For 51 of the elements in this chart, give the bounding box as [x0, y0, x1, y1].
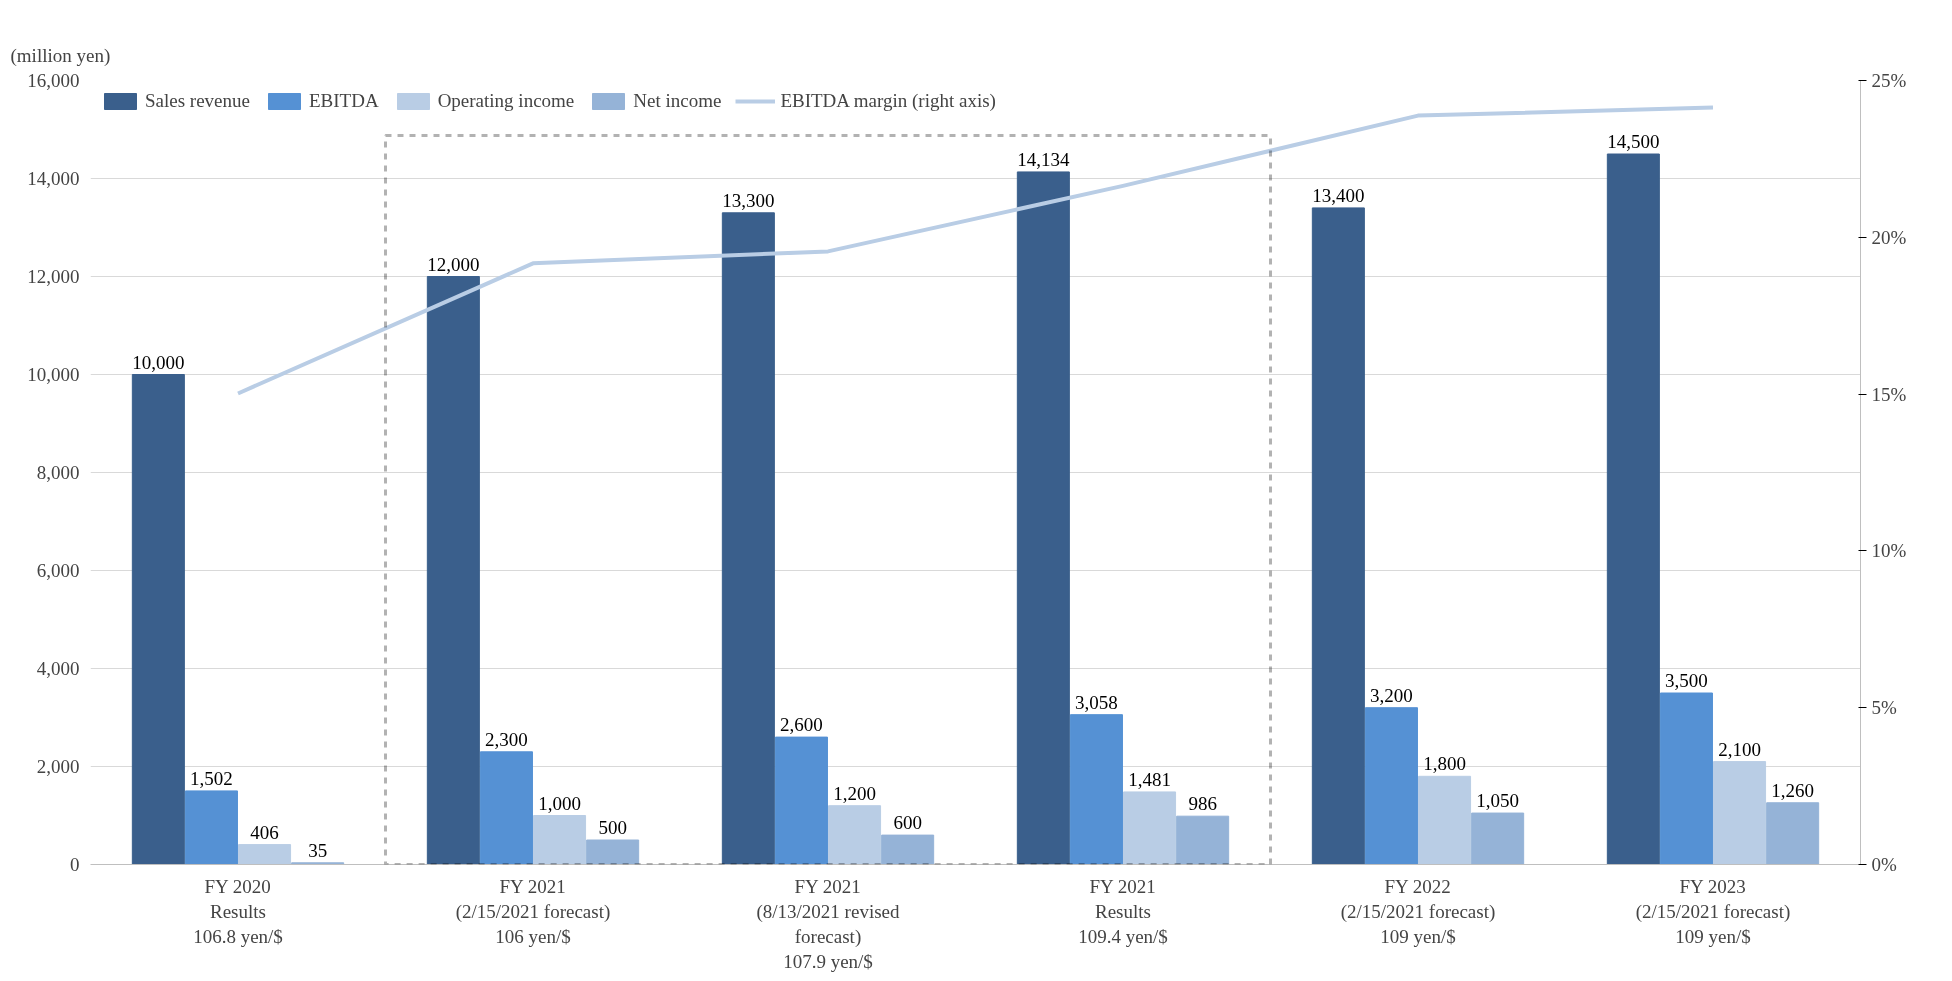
y-tick-label: 16,000 — [27, 70, 80, 91]
data-label: 986 — [1188, 793, 1217, 815]
data-label: 12,000 — [427, 253, 480, 275]
x-tick-label: FY 2021 (8/13/2021 revised forecast) 107.9 yen/$ — [756, 875, 900, 973]
x-tick-label: FY 2021 (2/15/2021 forecast) 106 yen/$ — [455, 875, 611, 947]
data-label: 1,502 — [190, 767, 233, 789]
y-tick-label: 6,000 — [36, 560, 80, 581]
y-axis-title: (million yen) — [10, 44, 111, 67]
data-label: 14,134 — [1017, 148, 1070, 170]
data-label: 1,200 — [833, 782, 876, 804]
data-label: 35 — [308, 839, 328, 861]
data-label: 3,500 — [1665, 670, 1708, 691]
data-label: 2,100 — [1718, 738, 1761, 760]
y2-tick-label: 25% — [1871, 70, 1907, 91]
legend-label: Sales revenue — [145, 90, 250, 112]
data-label: 1,481 — [1128, 768, 1171, 790]
legend-label: Net income — [633, 90, 722, 112]
y2-tick-label: 10% — [1871, 540, 1907, 562]
data-label: 2,600 — [780, 714, 823, 736]
data-label: 1,000 — [538, 792, 581, 814]
y2-tick-label: 0% — [1871, 854, 1897, 875]
legend-label: EBITDA — [308, 90, 379, 112]
y-tick-label: 10,000 — [27, 364, 80, 385]
data-label: 500 — [598, 817, 627, 838]
x-tick-label: FY 2022 (2/15/2021 forecast) 109 yen/$ — [1340, 875, 1496, 947]
data-label: 1,050 — [1476, 790, 1520, 812]
y2-tick-label: 5% — [1871, 697, 1897, 719]
y2-tick-label: 20% — [1871, 226, 1907, 248]
y-tick-label: 8,000 — [36, 462, 80, 483]
data-label: 600 — [893, 812, 922, 834]
data-label: 1,260 — [1771, 779, 1815, 801]
x-tick-label: FY 2023 (2/15/2021 forecast) 109 yen/$ — [1635, 875, 1791, 947]
data-label: 13,400 — [1312, 184, 1365, 206]
data-label: 13,300 — [722, 189, 775, 211]
x-tick-label: FY 2021 Results 109.4 yen/$ — [1078, 875, 1168, 947]
x-tick-label: FY 2020 Results 106.8 yen/$ — [193, 875, 283, 947]
data-label: 1,800 — [1423, 753, 1466, 775]
data-label: 14,500 — [1607, 131, 1660, 152]
y-tick-label: 0 — [70, 854, 80, 875]
data-label: 3,058 — [1075, 691, 1118, 713]
data-label: 3,200 — [1370, 684, 1413, 706]
legend-label: Operating income — [437, 90, 575, 112]
data-label: 2,300 — [485, 728, 528, 750]
data-label: 10,000 — [132, 351, 185, 373]
legend-label: EBITDA margin (right axis) — [780, 90, 996, 112]
y-tick-label: 14,000 — [27, 168, 80, 189]
y-tick-label: 4,000 — [36, 658, 80, 679]
y-tick-label: 2,000 — [36, 756, 80, 777]
y2-tick-label: 15% — [1871, 383, 1907, 405]
y-tick-label: 12,000 — [27, 266, 80, 287]
data-label: 406 — [250, 821, 279, 843]
